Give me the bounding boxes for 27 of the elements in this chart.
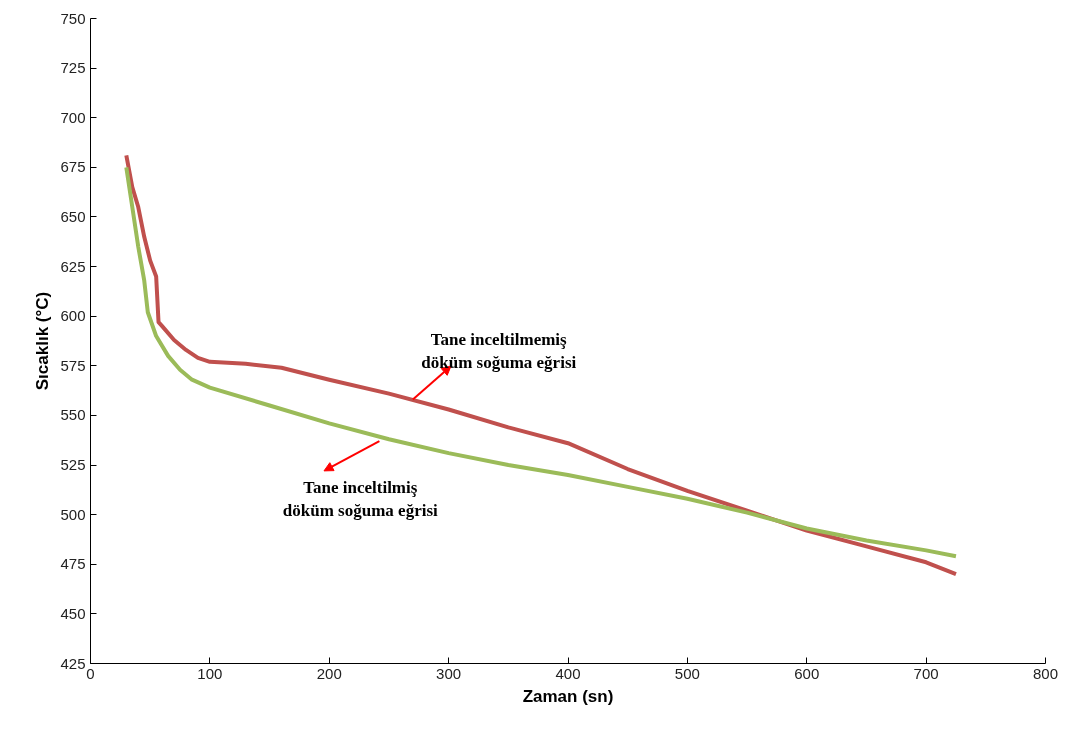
x-tick-label: 600 [794, 664, 820, 682]
y-axis-title: Sıcaklık (°C) [33, 291, 53, 391]
x-tick-label: 700 [913, 664, 939, 682]
x-tick-label: 400 [555, 664, 581, 682]
y-tick-label: 575 [60, 356, 86, 374]
y-tick-label: 625 [60, 257, 86, 275]
x-axis-title: Zaman (sn) [522, 686, 614, 706]
x-tick-label: 100 [197, 664, 223, 682]
annotation: Tane inceltilmemiş döküm soğuma eğrisi [421, 330, 577, 373]
y-tick-label: 650 [60, 207, 86, 225]
y-tick-label: 475 [60, 555, 86, 573]
y-tick-label: 425 [60, 654, 86, 672]
y-tick-label: 675 [60, 158, 86, 176]
y-tick-label: 525 [60, 456, 86, 474]
x-tick-label: 800 [1032, 664, 1059, 682]
y-tick-label: 500 [60, 505, 86, 523]
x-tick-label: 200 [316, 664, 342, 682]
y-tick-label: 600 [60, 307, 86, 325]
y-tick-label: 450 [60, 604, 86, 622]
x-tick-label: 300 [436, 664, 462, 682]
y-tick-label: 700 [60, 108, 86, 126]
x-tick-label: 0 [86, 664, 95, 682]
x-tick-label: 500 [674, 664, 700, 682]
y-tick-label: 725 [60, 59, 86, 77]
y-tick-label: 750 [60, 9, 86, 27]
annotation: Tane inceltilmiş döküm soğuma eğrisi [282, 478, 439, 521]
y-tick-label: 550 [60, 406, 86, 424]
